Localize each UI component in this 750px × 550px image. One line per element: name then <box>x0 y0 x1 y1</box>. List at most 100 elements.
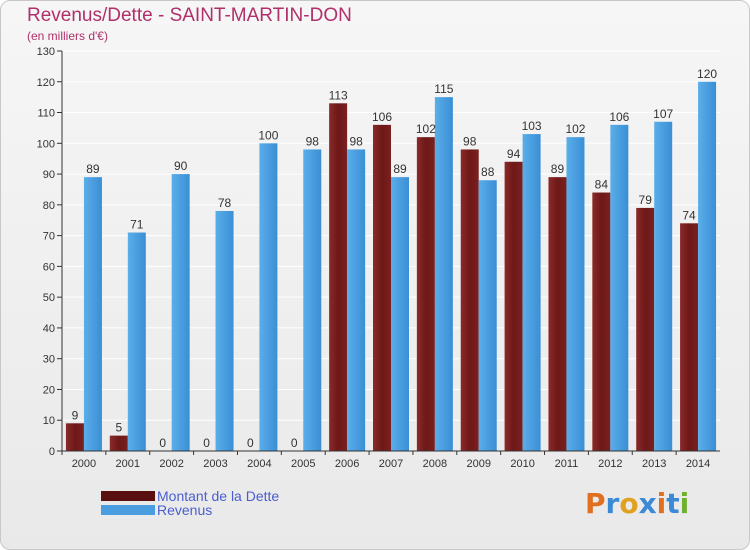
logo-letter: x <box>638 487 657 520</box>
x-tick-label: 2001 <box>116 458 140 470</box>
bar-revenue <box>391 177 409 451</box>
data-label-debt: 98 <box>463 134 477 148</box>
data-label-revenue: 71 <box>130 218 144 232</box>
bar-debt <box>65 423 84 451</box>
x-tick-label: 2009 <box>466 458 490 470</box>
data-label-revenue: 90 <box>174 159 188 173</box>
legend-item-revenus: Revenus <box>101 502 213 518</box>
x-axis: 2000 2001 2002 2003 2004 2005 2006 2007 2008 2009… <box>61 450 720 470</box>
bar-debt <box>416 137 435 451</box>
x-tick-label: 2004 <box>247 458 271 470</box>
x-tick-label: 2014 <box>686 458 710 470</box>
bar-revenue <box>347 149 366 451</box>
data-label-debt: 0 <box>291 436 298 450</box>
x-tick-label: 2010 <box>510 458 534 470</box>
bar-debt <box>460 149 479 451</box>
legend-swatch-dette <box>101 491 155 501</box>
bar-revenue <box>434 97 453 452</box>
x-tick-label: 2003 <box>203 458 227 470</box>
y-tick-label: 60 <box>43 261 55 273</box>
y-tick-label: 10 <box>43 415 55 427</box>
data-label-debt: 106 <box>372 110 392 124</box>
y-tick-label: 100 <box>37 138 55 150</box>
bar-revenue <box>654 121 673 452</box>
data-label-revenue: 103 <box>522 119 542 133</box>
y-tick-label: 110 <box>37 108 55 120</box>
x-tick-label: 2000 <box>72 458 96 470</box>
data-label-revenue: 98 <box>306 134 320 148</box>
logo-letter: r <box>605 487 620 520</box>
bar-debt <box>680 223 699 451</box>
data-labels: 9 89 5 71 0 90 0 78 0 100 0 98 113 98 106 89 102 115 98 88 9… <box>72 67 718 450</box>
data-label-debt: 94 <box>507 147 521 161</box>
bar-revenue <box>566 137 585 451</box>
chart-subtitle: (en milliers d'€) <box>27 29 108 43</box>
data-label-revenue: 115 <box>434 82 453 96</box>
y-tick-label: 130 <box>37 46 55 58</box>
bar-revenue <box>522 134 541 452</box>
bar-revenue <box>127 232 146 451</box>
bar-revenue <box>83 177 102 451</box>
data-label-revenue: 78 <box>218 196 232 210</box>
x-tick-label: 2006 <box>335 458 359 470</box>
data-label-revenue: 88 <box>481 165 495 179</box>
data-label-revenue: 107 <box>653 107 673 121</box>
data-label-debt: 0 <box>247 436 254 450</box>
legend-item-dette: Montant de la Dette <box>101 488 280 504</box>
data-label-debt: 0 <box>203 436 210 450</box>
data-label-revenue: 102 <box>565 122 585 136</box>
data-label-revenue: 89 <box>86 162 100 176</box>
bar-revenue <box>171 174 190 452</box>
y-tick-label: 90 <box>43 169 55 181</box>
bar-debt <box>373 124 391 451</box>
y-tick-label: 50 <box>43 292 55 304</box>
data-label-debt: 0 <box>159 436 166 450</box>
logo-letter: i <box>679 487 690 520</box>
bar-revenue <box>215 211 234 451</box>
bar-revenue <box>698 81 717 452</box>
data-label-debt: 5 <box>115 421 122 435</box>
bar-debt <box>329 103 348 452</box>
bars <box>65 81 717 452</box>
bar-debt <box>592 192 611 452</box>
data-label-debt: 102 <box>416 122 436 136</box>
chart-title: Revenus/Dette - SAINT-MARTIN-DON <box>27 5 352 26</box>
y-tick-label: 70 <box>43 231 55 243</box>
bar-debt <box>636 207 655 451</box>
y-tick-label: 20 <box>43 384 55 396</box>
bar-revenue <box>610 124 629 451</box>
data-label-debt: 84 <box>595 178 609 192</box>
data-label-debt: 113 <box>329 88 348 102</box>
x-tick-label: 2005 <box>291 458 315 470</box>
y-tick-label: 0 <box>49 446 55 458</box>
x-tick-label: 2013 <box>642 458 666 470</box>
x-tick-label: 2008 <box>423 458 447 470</box>
data-label-debt: 9 <box>72 408 79 422</box>
data-label-revenue: 89 <box>393 162 407 176</box>
legend-label-revenus: Revenus <box>157 502 213 518</box>
y-tick-label: 120 <box>37 77 55 89</box>
x-tick-label: 2012 <box>598 458 622 470</box>
y-axis: 0 10 20 30 40 50 60 70 80 90 100 110 120 130 <box>37 46 63 458</box>
data-label-debt: 79 <box>639 193 653 207</box>
data-label-revenue: 106 <box>609 110 629 124</box>
logo-letter: t <box>666 487 680 520</box>
x-tick-label: 2007 <box>379 458 403 470</box>
y-tick-label: 80 <box>43 200 55 212</box>
y-tick-label: 30 <box>43 354 55 366</box>
bar-revenue <box>478 180 497 451</box>
legend-label-dette: Montant de la Dette <box>157 488 280 504</box>
bar-debt <box>109 435 128 451</box>
x-tick-label: 2011 <box>555 458 579 470</box>
logo-letter: P <box>585 487 606 520</box>
data-label-revenue: 100 <box>258 128 278 142</box>
logo-letter: i <box>656 487 667 520</box>
logo-letter: o <box>619 487 639 520</box>
bar-debt <box>504 161 523 451</box>
bar-revenue <box>259 143 278 452</box>
data-label-revenue: 98 <box>349 134 363 148</box>
bar-revenue <box>303 149 322 451</box>
bar-debt <box>548 177 567 451</box>
